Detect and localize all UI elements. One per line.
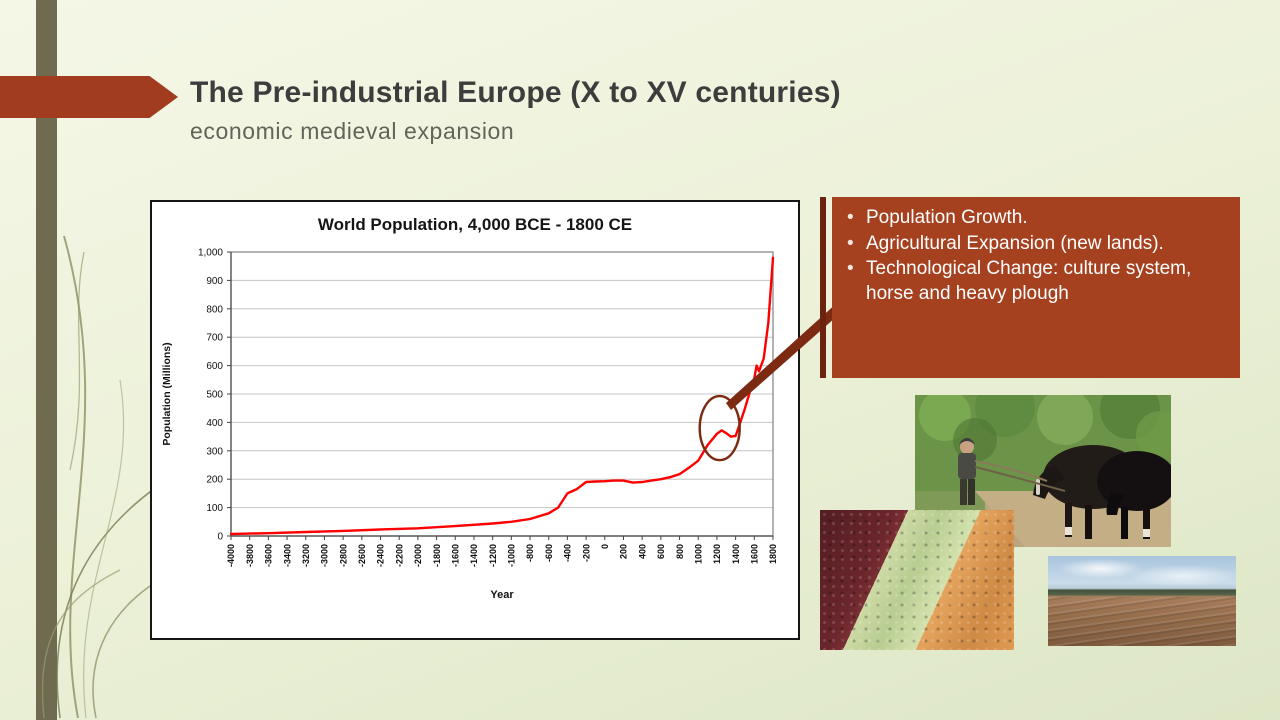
- svg-text:-2400: -2400: [376, 544, 386, 567]
- svg-text:200: 200: [619, 544, 629, 559]
- svg-text:-400: -400: [563, 544, 573, 562]
- bullet-marker: •: [847, 258, 854, 280]
- svg-text:-600: -600: [544, 544, 554, 562]
- svg-text:0: 0: [600, 544, 610, 549]
- svg-text:-3400: -3400: [282, 544, 292, 567]
- page-subtitle: economic medieval expansion: [190, 118, 515, 144]
- bullet-item-technological-change: • Technological Change: culture system, …: [842, 257, 1228, 306]
- svg-text:1200: 1200: [712, 544, 722, 564]
- svg-text:-2600: -2600: [357, 544, 367, 567]
- seeds-legumes-photo: [820, 510, 1014, 650]
- svg-text:300: 300: [206, 446, 223, 457]
- bullet-text: Agricultural Expansion (new lands).: [866, 232, 1164, 254]
- svg-text:Year: Year: [490, 589, 514, 601]
- key-points-text-box: • Population Growth. • Agricultural Expa…: [832, 197, 1240, 378]
- svg-text:100: 100: [206, 503, 223, 514]
- svg-text:600: 600: [206, 361, 223, 372]
- svg-text:Population (Millions): Population (Millions): [161, 342, 173, 445]
- bullet-list: • Population Growth. • Agricultural Expa…: [842, 206, 1228, 307]
- svg-text:500: 500: [206, 390, 223, 401]
- svg-text:-2000: -2000: [413, 544, 423, 567]
- bullet-text: Population Growth.: [866, 207, 1028, 228]
- svg-text:1400: 1400: [731, 544, 741, 564]
- svg-text:-2200: -2200: [394, 544, 404, 567]
- svg-text:-3800: -3800: [245, 544, 255, 567]
- svg-text:700: 700: [206, 333, 223, 344]
- bullet-marker: •: [847, 207, 854, 228]
- bullet-marker: •: [847, 232, 854, 254]
- svg-text:400: 400: [206, 418, 223, 429]
- svg-text:600: 600: [656, 544, 666, 559]
- svg-text:1800: 1800: [768, 544, 778, 564]
- text-box-accent-bar: [820, 197, 826, 378]
- svg-text:1,000: 1,000: [198, 248, 223, 259]
- title-arrow-banner: [0, 76, 178, 118]
- bullet-item-population-growth: • Population Growth.: [842, 206, 1228, 231]
- svg-text:0: 0: [217, 532, 223, 543]
- svg-text:400: 400: [637, 544, 647, 559]
- svg-text:-200: -200: [581, 544, 591, 562]
- svg-text:800: 800: [675, 544, 685, 559]
- svg-text:900: 900: [206, 276, 223, 287]
- svg-text:800: 800: [206, 304, 223, 315]
- svg-text:-1800: -1800: [432, 544, 442, 567]
- ploughed-field-photo: [1048, 556, 1236, 646]
- svg-text:-1200: -1200: [488, 544, 498, 567]
- svg-text:-800: -800: [525, 544, 535, 562]
- bullet-item-agricultural-expansion: • Agricultural Expansion (new lands).: [842, 232, 1228, 257]
- svg-text:1600: 1600: [750, 544, 760, 564]
- svg-text:-3200: -3200: [301, 544, 311, 567]
- svg-text:200: 200: [206, 475, 223, 486]
- svg-text:-1000: -1000: [507, 544, 517, 567]
- bullet-text: Technological Change: culture system, ho…: [866, 258, 1192, 305]
- page-title: The Pre-industrial Europe (X to XV centu…: [190, 76, 841, 109]
- svg-text:-3600: -3600: [264, 544, 274, 567]
- svg-text:-1600: -1600: [451, 544, 461, 567]
- svg-text:-3000: -3000: [320, 544, 330, 567]
- left-vertical-stripe: [36, 0, 57, 720]
- svg-text:-4000: -4000: [226, 544, 236, 567]
- chart-title: World Population, 4,000 BCE - 1800 CE: [317, 215, 633, 234]
- svg-text:1000: 1000: [693, 544, 703, 564]
- svg-text:-2800: -2800: [338, 544, 348, 567]
- world-population-chart: World Population, 4,000 BCE - 1800 CE 0 1…: [150, 200, 800, 640]
- svg-text:-1400: -1400: [469, 544, 479, 567]
